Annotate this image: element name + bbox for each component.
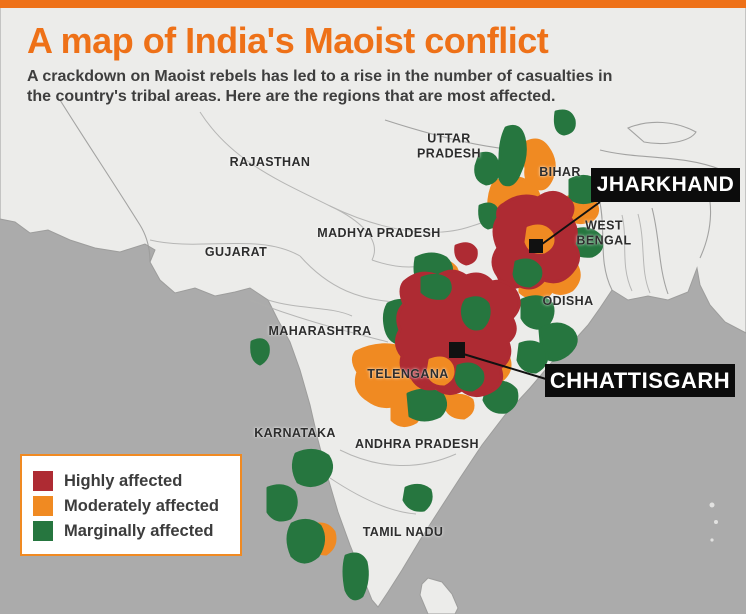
legend-label: Highly affected [64,471,183,490]
sri-lanka [419,577,459,614]
label-uttar-pradesh: UTTAR PRADESH [417,131,481,160]
label-madhya-pradesh: MADHYA PRADESH [317,226,441,240]
islands [709,502,718,542]
legend-item-moderately: Moderately affected [33,496,230,516]
jharkhand-marker [529,239,543,253]
page-title: A map of India's Maoist conflict [27,20,549,61]
label-rajasthan: RAJASTHAN [229,155,311,169]
legend-label: Moderately affected [64,496,219,515]
river-lines [621,213,651,294]
label-gujarat: GUJARAT [204,245,268,259]
callout-jharkhand: JHARKHAND [591,168,740,202]
callout-chhattisgarh: CHHATTISGARH [545,364,735,397]
subtitle-line-2: the country's tribal areas. Here are the… [27,87,556,105]
highly-affected-swatch [33,471,53,491]
legend-label: Marginally affected [64,521,214,540]
label-maharashtra: MAHARASHTRA [268,324,372,338]
marginally-affected-regions [250,109,604,601]
subtitle-line-1: A crackdown on Maoist rebels has led to … [27,68,613,85]
marginally-affected-swatch [33,521,53,541]
label-andhra-pradesh: ANDHRA PRADESH [355,437,479,451]
top-accent-bar [0,0,746,8]
label-tamil-nadu: TAMIL NADU [362,525,444,539]
label-karnataka: KARNATAKA [254,426,336,440]
label-bihar: BIHAR [539,165,581,179]
callout-leaders [449,201,601,380]
label-west-bengal: WEST BENGAL [576,218,632,247]
legend: Highly affected Moderately affected Marg… [20,454,242,556]
label-odisha: ODISHA [542,294,594,308]
moderately-affected-swatch [33,496,53,516]
chhattisgarh-marker [449,342,465,358]
legend-item-highly: Highly affected [33,471,230,491]
legend-item-marginally: Marginally affected [33,521,230,541]
page-subtitle: A crackdown on Maoist rebels has led to … [27,67,727,106]
label-telengana: TELENGANA [367,367,449,381]
